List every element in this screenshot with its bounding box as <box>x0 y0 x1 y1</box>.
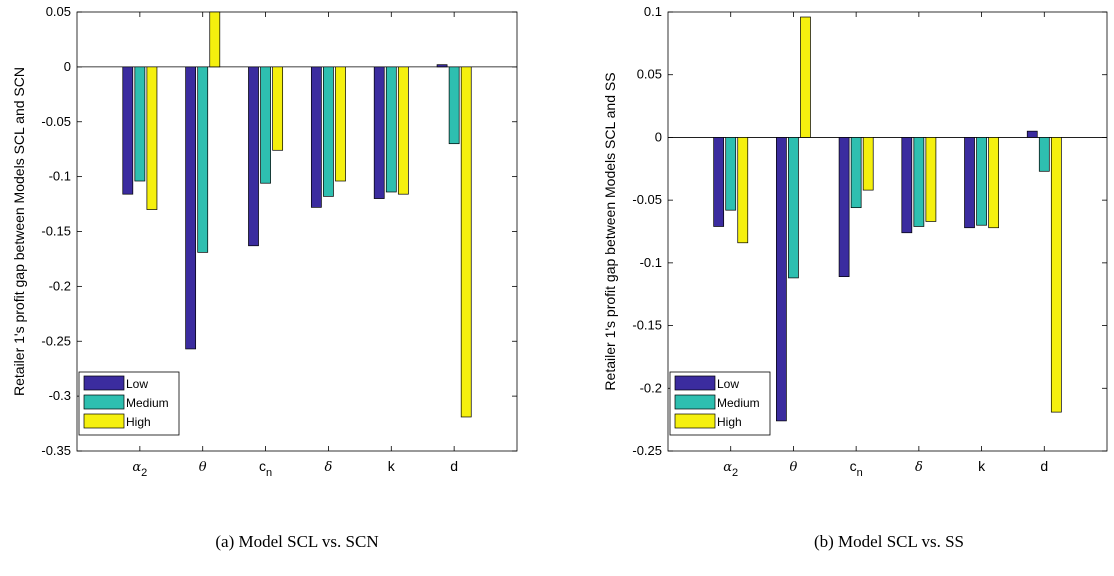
y-tick-label: -0.1 <box>640 255 662 270</box>
y-tick-label: -0.25 <box>632 443 662 458</box>
y-tick-label: -0.25 <box>41 333 71 348</box>
y-tick-label: -0.15 <box>41 224 71 239</box>
bar-low-3 <box>248 66 259 247</box>
bar-low-4 <box>310 66 322 208</box>
y-axis-label: Retailer 1's profit gap between Models S… <box>602 72 618 390</box>
y-tick-label: 0 <box>64 59 71 74</box>
bar-medium-2 <box>788 137 799 279</box>
x-tick-label: k <box>388 458 396 474</box>
legend: Low Medium High <box>78 371 180 436</box>
bar-low-1 <box>122 66 134 195</box>
bar-medium-5 <box>976 137 987 226</box>
bar-high-2 <box>209 11 221 68</box>
bar-high-1 <box>737 137 749 244</box>
bar-high-6 <box>460 66 472 418</box>
y-tick-label: 0.05 <box>46 4 71 19</box>
y-tick-label: -0.35 <box>41 443 71 458</box>
legend-label-high: High <box>126 415 151 429</box>
bar-medium-6 <box>448 66 460 145</box>
figure-caption: (b) Model SCL vs. SS <box>814 532 964 551</box>
axes-box <box>667 11 1108 452</box>
x-tick-label: θ <box>790 460 798 475</box>
chart-panel-2: 0.1 0.05 0 -0.05 -0.1 -0.15 -0.2 -0.25 α2 θ cn δ k d R… <box>602 4 1108 551</box>
x-tick-label: θ <box>199 460 207 475</box>
bar-medium-6 <box>1038 137 1050 172</box>
bar-medium-1 <box>134 66 146 182</box>
y-tick-label: 0 <box>655 129 662 144</box>
bar-medium-4 <box>913 137 925 227</box>
bar-low-3 <box>838 137 850 278</box>
legend-label-low: Low <box>126 377 148 391</box>
legend-label-medium: Medium <box>717 396 760 410</box>
bar-medium-1 <box>725 137 737 211</box>
y-tick-label: 0.05 <box>637 67 662 82</box>
y-tick-label: -0.2 <box>640 380 662 395</box>
y-tick-label: -0.15 <box>632 318 662 333</box>
bar-high-1 <box>146 66 158 210</box>
bar-high-3 <box>272 66 284 151</box>
bar-medium-2 <box>197 66 209 253</box>
legend: Low Medium High <box>669 371 771 436</box>
x-tick-label: α2 <box>723 460 738 479</box>
y-tick-label: -0.3 <box>49 388 71 403</box>
bar-low-6 <box>1026 130 1038 138</box>
figure-caption: (a) Model SCL vs. SCN <box>215 532 378 551</box>
bar-low-6 <box>436 64 448 68</box>
x-tick-label: k <box>978 458 986 474</box>
bar-high-3 <box>862 137 874 191</box>
bar-low-5 <box>373 66 385 199</box>
legend-label-high: High <box>717 415 742 429</box>
x-tick-label: cn <box>850 458 863 479</box>
bar-high-5 <box>988 137 999 229</box>
x-tick-label: cn <box>259 458 272 479</box>
legend-swatch-low <box>674 375 716 391</box>
x-tick-label: d <box>1040 458 1048 474</box>
y-axis-label: Retailer 1's profit gap between Models S… <box>11 67 27 396</box>
bar-medium-4 <box>323 66 334 197</box>
bar-high-4 <box>925 137 937 222</box>
legend-swatch-medium <box>674 394 716 410</box>
bar-low-2 <box>185 66 197 350</box>
bar-low-4 <box>901 137 913 234</box>
legend-label-low: Low <box>717 377 739 391</box>
bar-medium-3 <box>260 66 271 184</box>
legend-swatch-medium <box>83 394 125 410</box>
legend-swatch-high <box>674 413 716 429</box>
bar-low-2 <box>776 137 787 422</box>
y-tick-label: -0.05 <box>632 192 662 207</box>
legend-swatch-low <box>83 375 125 391</box>
x-tick-label: d <box>450 458 458 474</box>
chart-panel-1: 0.05 0 -0.05 -0.1 -0.15 -0.2 -0.25 -0.3 -0.35 α2 θ… <box>11 4 518 551</box>
x-tick-label: δ <box>325 460 333 475</box>
y-tick-label: 0.1 <box>644 4 662 19</box>
bar-low-5 <box>964 137 975 229</box>
x-tick-label: δ <box>915 460 923 475</box>
bar-medium-5 <box>385 66 397 193</box>
y-tick-label: -0.1 <box>49 169 71 184</box>
legend-swatch-high <box>83 413 125 429</box>
bar-high-6 <box>1050 137 1062 413</box>
legend-label-medium: Medium <box>126 396 169 410</box>
bar-high-4 <box>335 66 346 182</box>
x-tick-label: α2 <box>132 460 147 479</box>
bar-high-2 <box>800 16 811 138</box>
y-tick-label: -0.05 <box>41 114 71 129</box>
bar-high-5 <box>397 66 409 195</box>
y-tick-label: -0.2 <box>49 278 71 293</box>
bar-low-1 <box>713 137 725 227</box>
bar-medium-3 <box>850 137 862 209</box>
